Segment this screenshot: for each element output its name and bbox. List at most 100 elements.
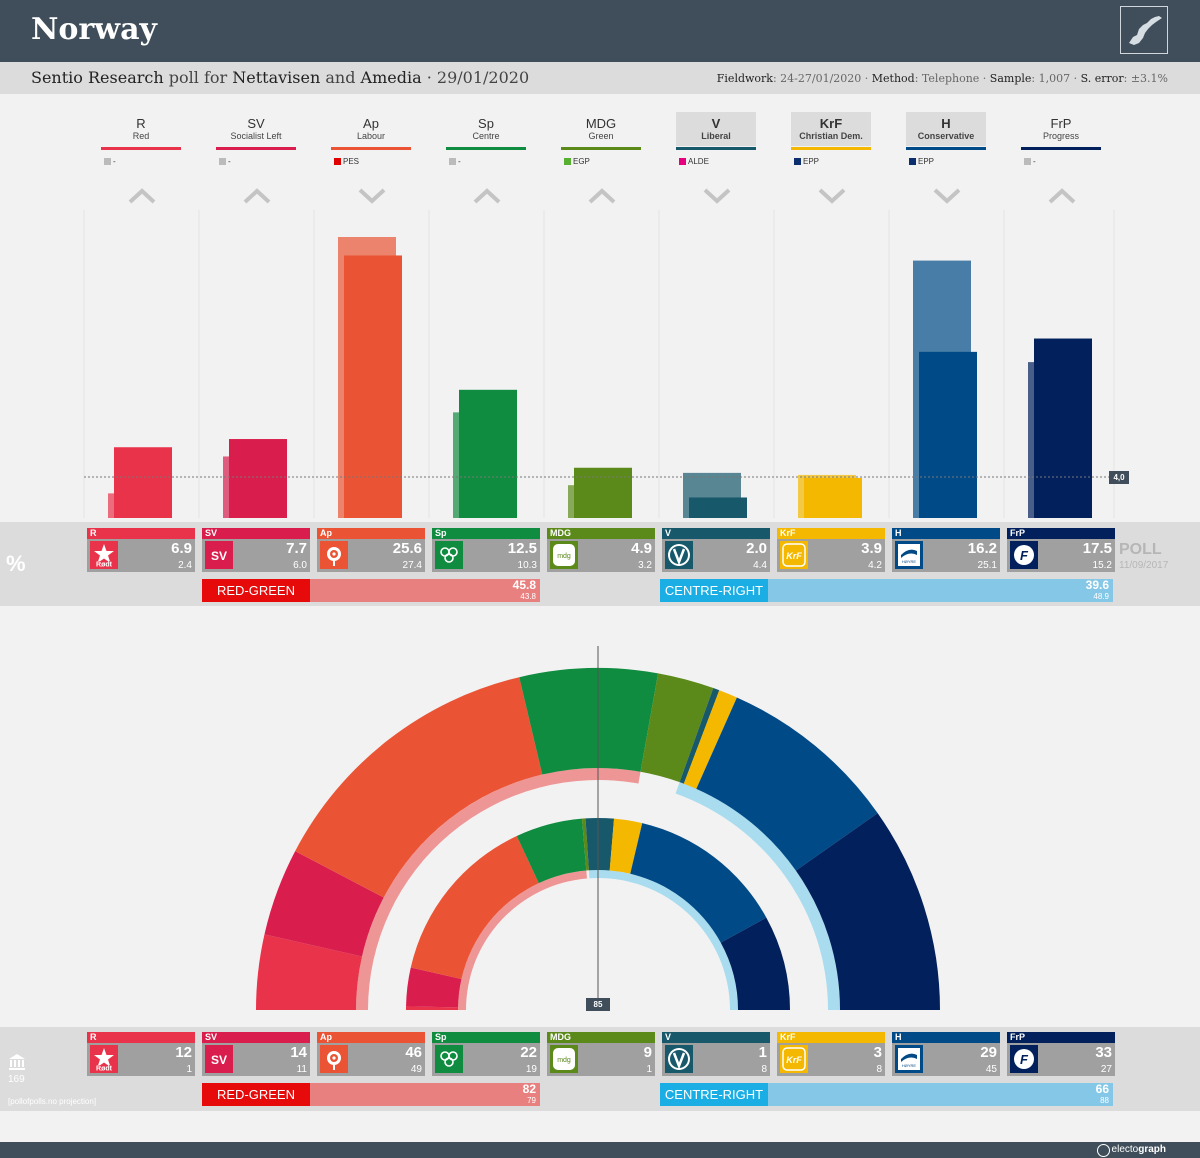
seats-previous: 19 (525, 1064, 537, 1075)
poll-label: POLL (1119, 541, 1162, 558)
inner-seat-segment-krf (609, 818, 643, 874)
seats-value: 46 (405, 1044, 422, 1061)
red-green-pct-prev: 43.8 (520, 592, 536, 601)
pct-previous: 4.4 (753, 560, 767, 571)
bar-current-frp (1034, 338, 1092, 518)
party-name: Labour (356, 131, 386, 141)
inner-seat-segment-ap (410, 836, 539, 980)
group-color-swatch (564, 158, 571, 165)
group-color-swatch (104, 158, 111, 165)
seats-card-h: H HØYRE 29 45 (892, 1032, 1000, 1076)
party-header-ap: Ap Labour (331, 112, 411, 142)
mdg-icon: mdg (550, 541, 578, 569)
svg-text:Rødt: Rødt (96, 1066, 113, 1073)
card-party-abbr: Sp (432, 1032, 540, 1043)
card-party-abbr: KrF (777, 1032, 885, 1043)
seats-previous: 49 (410, 1064, 422, 1075)
error-label: S. error (1080, 72, 1124, 85)
brand-prefix: electo (1111, 1144, 1139, 1155)
centre-right-pct-prev: 48.9 (1093, 592, 1109, 601)
card-body: Rødt 6.9 2.4 (87, 539, 195, 572)
pct-previous: 27.4 (402, 560, 422, 571)
centre-right-seats: 66 (1095, 1082, 1109, 1096)
bar-current-sv (229, 439, 287, 518)
party-abbr: SV (247, 116, 265, 131)
party-group: - (449, 157, 461, 166)
brand-name: electograph (1112, 1144, 1166, 1155)
outer-seat-segment-frp (795, 813, 940, 1010)
seats-card-mdg: MDG mdg 9 1 (547, 1032, 655, 1076)
rose-icon (320, 541, 348, 569)
previous-election-date: 11/09/2017 (1119, 560, 1169, 571)
svg-text:mdg: mdg (557, 553, 571, 560)
inner-seat-segment-v (585, 818, 615, 871)
card-party-abbr: R (87, 528, 195, 539)
party-abbr: KrF (819, 116, 843, 131)
party-color-line (561, 147, 641, 150)
star-icon: Rødt (90, 541, 118, 569)
seats-previous: 27 (1100, 1064, 1112, 1075)
pct-card-sp: Sp 12.5 10.3 (432, 528, 540, 572)
poll-for-text: poll for (168, 68, 228, 87)
card-party-abbr: Sp (432, 528, 540, 539)
client-name-1: Nettavisen (232, 68, 321, 87)
party-color-line (1021, 147, 1101, 150)
red-green-pct-bar: 45.8 43.8 (310, 579, 540, 602)
group-color-swatch (1024, 158, 1031, 165)
seats-value: 3 (873, 1044, 882, 1061)
card-body: 46 49 (317, 1043, 425, 1076)
card-body: HØYRE 29 45 (892, 1043, 1000, 1076)
sv-logo-icon: SV (205, 541, 233, 569)
card-body: F 33 27 (1007, 1043, 1115, 1076)
sample-label: Sample (989, 72, 1032, 85)
star-icon: Rødt (90, 1045, 118, 1073)
party-abbr: MDG (585, 116, 617, 131)
group-color-swatch (794, 158, 801, 165)
party-header-v: V Liberal (676, 112, 756, 146)
parliament-icon (8, 1053, 26, 1076)
card-body: SV 14 11 (202, 1043, 310, 1076)
chevron-up-icon (587, 186, 617, 206)
header-bar (0, 0, 1200, 62)
bar-current-mdg (574, 467, 632, 518)
norway-map-icon (1120, 6, 1168, 54)
card-body: 22 19 (432, 1043, 540, 1076)
majority-label: 85 (586, 998, 610, 1011)
footer-bar (0, 1142, 1200, 1158)
party-abbr: Sp (478, 116, 494, 131)
card-body: KrF 3.9 4.2 (777, 539, 885, 572)
pct-card-h: H HØYRE 16.2 25.1 (892, 528, 1000, 572)
seats-value: 33 (1095, 1044, 1112, 1061)
bar-current-v (689, 497, 747, 518)
poll-date: · 29/01/2020 (426, 68, 530, 87)
method-value: : Telephone · (914, 72, 987, 85)
party-header-sp: Sp Centre (446, 112, 526, 142)
red-green-seats: 82 (522, 1082, 536, 1096)
and-text: and (325, 68, 356, 87)
bar-current-krf (804, 478, 862, 518)
red-green-pct: 45.8 (512, 578, 536, 592)
svg-text:HØYRE: HØYRE (902, 1063, 917, 1068)
group-label: ALDE (688, 157, 709, 166)
outer-seat-segment-sp (519, 668, 659, 775)
bar-current-sp (459, 389, 517, 518)
inner-seat-segment-mdg (581, 818, 589, 871)
seat-parliament-chart (256, 646, 940, 1010)
chevron-down-icon (702, 186, 732, 206)
inner-seat-segment-h (630, 823, 767, 943)
pct-previous: 15.2 (1092, 560, 1112, 571)
card-party-abbr: SV (202, 1032, 310, 1043)
card-body: 12.5 10.3 (432, 539, 540, 572)
centre-right-pct: 39.6 (1085, 578, 1109, 592)
group-label: EGP (573, 157, 590, 166)
party-abbr: V (711, 116, 721, 131)
krf-logo-icon: KrF (780, 541, 808, 569)
pct-value: 17.5 (1082, 540, 1112, 557)
outer-seat-segment-ap (295, 677, 543, 898)
krf-logo-icon: KrF (780, 1045, 808, 1073)
seats-value: 9 (643, 1044, 652, 1061)
method-label: Method (871, 72, 915, 85)
party-name: Liberal (701, 131, 731, 141)
clover-icon (435, 541, 463, 569)
party-header-r: R Red (101, 112, 181, 142)
